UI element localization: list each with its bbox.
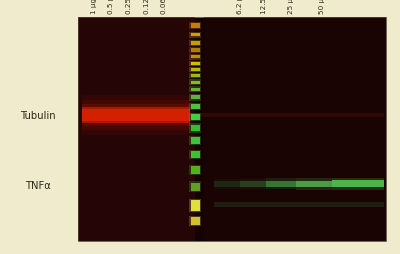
Bar — [82, 100, 190, 131]
Bar — [189, 95, 201, 101]
Bar — [189, 150, 201, 160]
Bar — [191, 24, 200, 29]
Bar — [190, 114, 384, 117]
Bar — [332, 181, 384, 188]
Bar — [266, 181, 296, 187]
Bar — [82, 96, 190, 135]
Bar — [82, 107, 190, 124]
Bar — [266, 179, 296, 190]
Bar — [189, 113, 201, 121]
Text: 12.5 μg: 12.5 μg — [261, 0, 267, 14]
Bar — [189, 48, 201, 54]
Bar — [240, 179, 266, 189]
Text: Tubulin: Tubulin — [20, 110, 56, 121]
Bar — [189, 182, 201, 192]
Bar — [78, 18, 195, 241]
Bar — [191, 56, 200, 59]
Bar — [189, 67, 201, 73]
Bar — [189, 55, 201, 60]
Bar — [189, 61, 201, 67]
Bar — [191, 81, 200, 84]
Bar — [189, 87, 201, 93]
Text: 0.125 μg: 0.125 μg — [144, 0, 150, 14]
Bar — [191, 49, 200, 52]
Bar — [191, 69, 200, 72]
Bar — [214, 181, 240, 187]
Bar — [189, 216, 201, 226]
Bar — [191, 105, 200, 109]
Bar — [191, 138, 200, 145]
Bar — [191, 88, 200, 91]
Text: 1 μg: 1 μg — [91, 0, 97, 14]
Text: 0.5 μg: 0.5 μg — [108, 0, 114, 14]
Bar — [82, 110, 190, 121]
Bar — [189, 73, 201, 79]
Bar — [189, 104, 201, 111]
Bar — [189, 165, 201, 175]
Bar — [189, 199, 201, 212]
Bar — [214, 179, 240, 189]
Text: 6.2 μg: 6.2 μg — [237, 0, 243, 14]
Bar — [191, 34, 200, 37]
Bar — [191, 166, 200, 174]
Bar — [191, 115, 200, 120]
Text: 25 μg: 25 μg — [288, 0, 294, 14]
Bar — [189, 41, 201, 46]
Text: TNFα: TNFα — [25, 180, 51, 190]
Bar — [78, 18, 386, 241]
Bar — [191, 183, 200, 191]
Bar — [189, 23, 201, 30]
Bar — [191, 151, 200, 158]
Bar — [189, 124, 201, 133]
Bar — [191, 125, 200, 132]
Bar — [214, 202, 384, 207]
Bar — [191, 75, 200, 78]
Bar — [191, 62, 200, 65]
Bar — [189, 137, 201, 146]
Text: 50 μg: 50 μg — [319, 0, 325, 14]
Text: 0.063 μg: 0.063 μg — [161, 0, 167, 14]
Bar — [82, 104, 190, 127]
Bar — [332, 178, 384, 190]
Bar — [189, 80, 201, 86]
Bar — [296, 178, 332, 190]
Bar — [204, 18, 386, 241]
Bar — [191, 42, 200, 45]
Bar — [296, 181, 332, 187]
Bar — [240, 181, 266, 187]
Bar — [191, 217, 200, 225]
Bar — [189, 33, 201, 39]
Bar — [191, 201, 200, 211]
Text: 0.25 μg: 0.25 μg — [126, 0, 132, 14]
Bar — [191, 96, 200, 100]
